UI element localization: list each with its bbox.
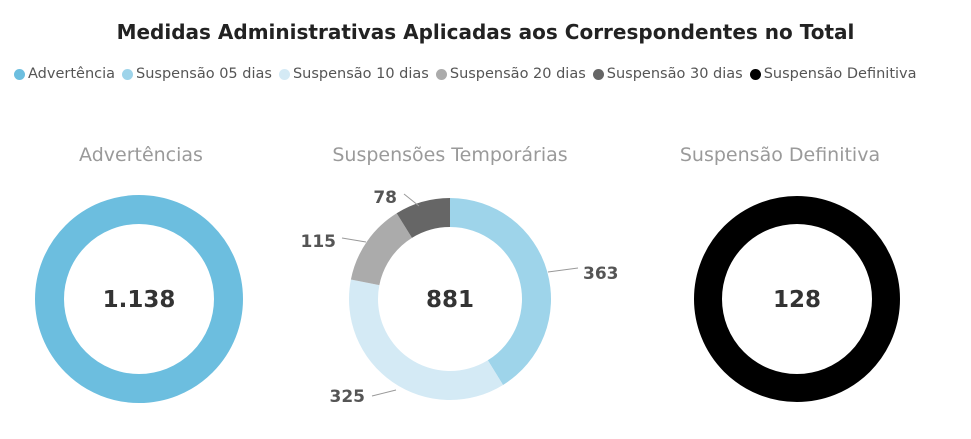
leader-line: [341, 237, 367, 243]
leader-line: [403, 193, 420, 207]
legend-label: Suspensão 30 dias: [606, 66, 743, 82]
legend-item-susp20[interactable]: Suspensão 20 dias: [435, 66, 586, 82]
data-label: 325: [330, 387, 366, 407]
legend-label: Suspensão Definitiva: [763, 66, 917, 82]
donut-slice[interactable]: [35, 195, 243, 403]
legend-item-definitiva[interactable]: Suspensão Definitiva: [749, 66, 917, 82]
donut-slice[interactable]: [450, 198, 551, 385]
donut-slice[interactable]: [396, 198, 450, 238]
donut-center-total: 128: [773, 287, 821, 313]
data-label: 78: [373, 188, 397, 208]
donut-slice[interactable]: [694, 196, 900, 402]
donut-slice[interactable]: [350, 213, 412, 286]
legend-label: Suspensão 20 dias: [449, 66, 586, 82]
legend-label: Suspensão 10 dias: [292, 66, 429, 82]
donut-title-advertencias: Advertências: [79, 144, 203, 166]
legend-item-susp10[interactable]: Suspensão 10 dias: [278, 66, 429, 82]
chart-title: Medidas Administrativas Aplicadas aos Co…: [116, 20, 855, 44]
legend: Advertência Suspensão 05 dias Suspensão …: [14, 66, 924, 82]
donut-title-suspensoes: Suspensões Temporárias: [332, 144, 568, 166]
leader-line: [547, 267, 579, 273]
legend-dot-icon: [14, 68, 25, 80]
legend-dot-icon: [122, 68, 134, 80]
legend-dot-icon: [592, 68, 604, 80]
data-label: 115: [301, 232, 337, 252]
legend-item-susp30[interactable]: Suspensão 30 dias: [592, 66, 743, 82]
donut-slice[interactable]: [349, 279, 504, 400]
legend-label: Advertência: [28, 66, 116, 82]
donut-center-total: 881: [426, 287, 474, 313]
legend-dot-icon: [435, 68, 447, 80]
legend-item-susp05[interactable]: Suspensão 05 dias: [122, 66, 272, 82]
legend-dot-icon: [278, 68, 290, 80]
donut-title-definitiva: Suspensão Definitiva: [679, 144, 881, 166]
donut-center-total: 1.138: [103, 287, 176, 313]
legend-dot-icon: [749, 68, 761, 80]
leader-line: [371, 389, 397, 397]
legend-item-adv[interactable]: Advertência: [14, 66, 115, 82]
legend-label: Suspensão 05 dias: [136, 66, 272, 82]
data-label: 363: [583, 264, 619, 284]
